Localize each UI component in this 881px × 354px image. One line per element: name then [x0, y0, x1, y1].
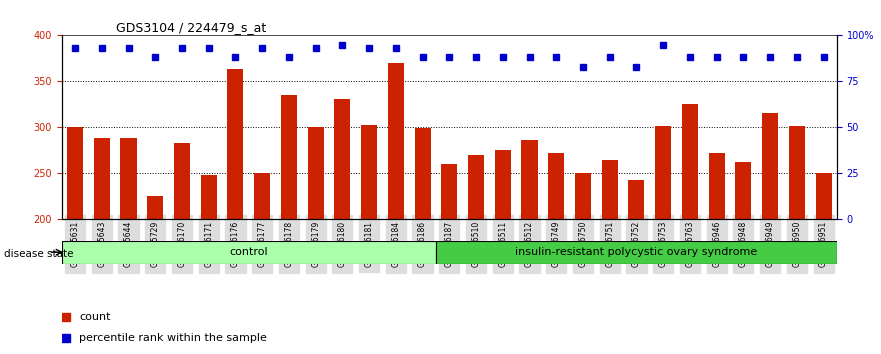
FancyBboxPatch shape — [436, 241, 837, 264]
Bar — [174, 143, 190, 219]
Text: GDS3104 / 224479_s_at: GDS3104 / 224479_s_at — [116, 21, 266, 34]
Bar — [655, 126, 671, 219]
Bar — [361, 125, 377, 219]
Bar — [93, 138, 110, 219]
Bar — [147, 195, 163, 219]
Text: count: count — [79, 312, 111, 322]
Text: disease state: disease state — [4, 249, 74, 259]
Bar — [788, 126, 805, 219]
Bar — [575, 172, 591, 219]
Bar — [254, 173, 270, 219]
Bar — [67, 126, 83, 219]
Bar — [816, 173, 832, 219]
Bar — [762, 113, 778, 219]
Bar — [468, 155, 484, 219]
Bar — [522, 140, 537, 219]
Bar — [548, 153, 564, 219]
Bar — [602, 160, 618, 219]
Bar — [281, 95, 297, 219]
Bar — [415, 129, 431, 219]
Bar — [335, 99, 351, 219]
FancyBboxPatch shape — [62, 241, 436, 264]
Bar — [227, 69, 243, 219]
Bar — [708, 153, 725, 219]
Bar — [201, 175, 217, 219]
Bar — [121, 138, 137, 219]
Bar — [736, 162, 751, 219]
Text: percentile rank within the sample: percentile rank within the sample — [79, 333, 267, 343]
Bar — [307, 127, 323, 219]
Bar — [495, 150, 511, 219]
Bar — [441, 164, 457, 219]
Bar — [628, 180, 645, 219]
Bar — [682, 104, 698, 219]
Text: control: control — [229, 247, 268, 257]
Bar — [388, 63, 403, 219]
Text: insulin-resistant polycystic ovary syndrome: insulin-resistant polycystic ovary syndr… — [515, 247, 758, 257]
